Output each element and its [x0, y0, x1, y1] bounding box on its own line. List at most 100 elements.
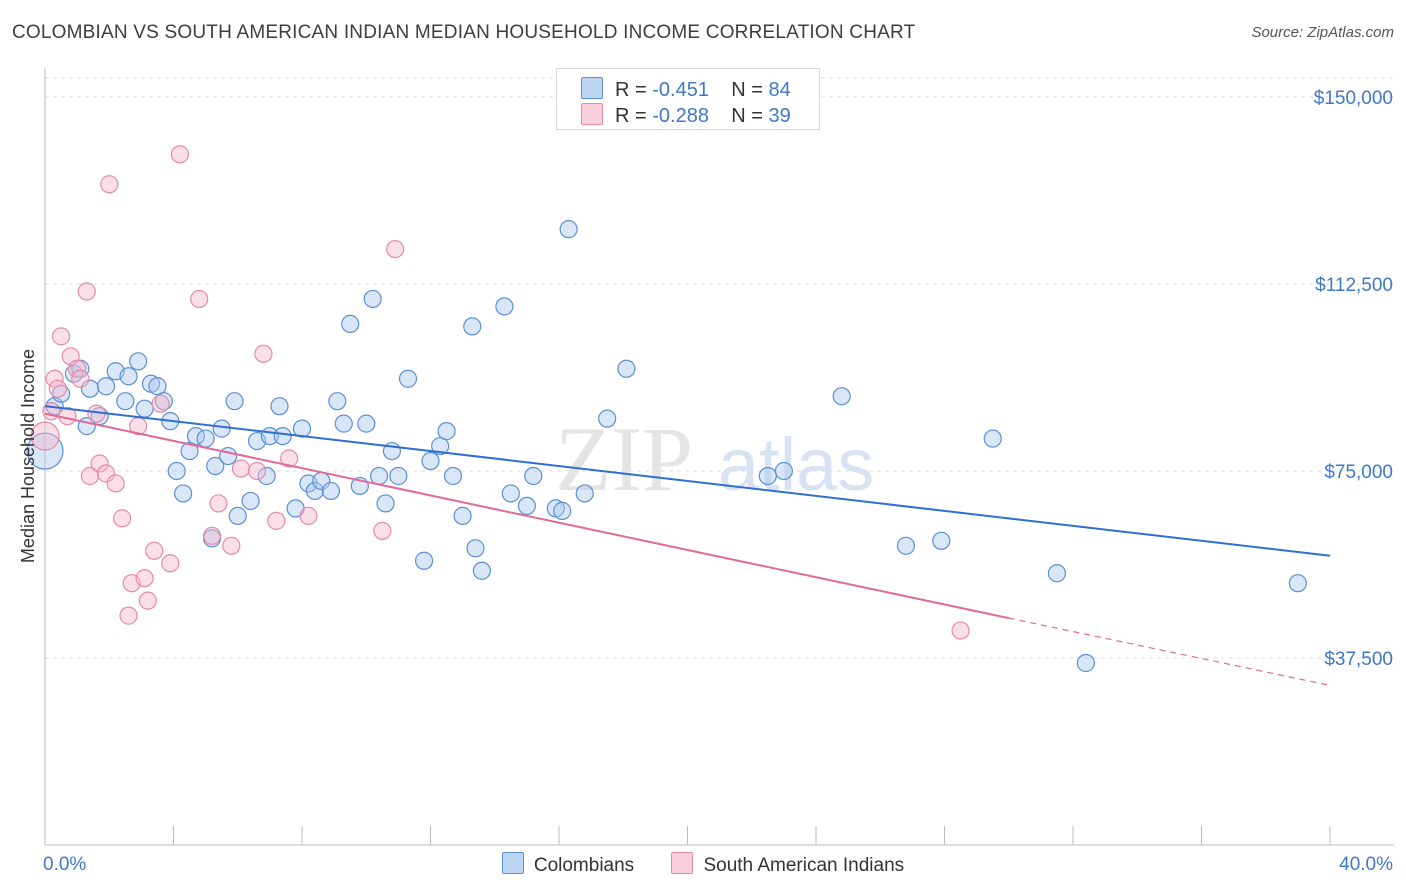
data-point-colombians — [328, 392, 347, 411]
data-point-south-american-indians — [202, 526, 222, 545]
data-point-south-american-indians — [48, 379, 67, 398]
data-point-colombians — [389, 466, 408, 486]
data-point-colombians — [370, 466, 389, 486]
data-point-colombians — [154, 392, 173, 411]
n-value: 84 — [768, 79, 791, 101]
data-point-colombians — [758, 466, 777, 486]
axis-layer: $37,500 $75,000 $112,500 $150,000 0.0% 40.0% — [43, 68, 1394, 875]
data-point-colombians — [524, 466, 543, 486]
data-point-south-american-indians — [299, 506, 318, 525]
data-point-colombians — [517, 496, 536, 516]
data-point-colombians — [559, 220, 578, 239]
series-legend: Colombians South American Indians — [0, 852, 1406, 877]
stats-legend: R = -0.451 N = 84 R = -0.288 N = 39 — [556, 68, 820, 130]
data-point-south-american-indians — [190, 289, 209, 309]
data-point-colombians — [376, 494, 395, 513]
x-tick-label: 40.0% — [1339, 854, 1393, 875]
data-point-colombians — [501, 484, 520, 503]
y-axis-title: Median Household Income — [18, 349, 38, 563]
y-tick-label: $150,000 — [1314, 88, 1393, 109]
n-label: N = — [731, 79, 763, 101]
data-point-colombians — [575, 484, 594, 503]
data-point-south-american-indians — [254, 344, 273, 363]
stats-row-south-american-indians: R = -0.288 N = 39 — [581, 103, 791, 127]
data-point-south-american-indians — [51, 327, 71, 346]
y-tick-label: $112,500 — [1315, 275, 1393, 296]
data-point-colombians — [598, 409, 617, 428]
data-point-colombians — [363, 289, 382, 309]
data-point-south-american-indians — [77, 282, 96, 301]
data-point-south-american-indians — [386, 239, 405, 259]
data-point-colombians — [219, 446, 238, 466]
trend-line-extension — [1008, 617, 1331, 687]
data-point-colombians — [148, 377, 167, 396]
data-point-colombians — [116, 392, 135, 411]
data-point-south-american-indians — [138, 591, 157, 610]
data-point-south-american-indians — [68, 359, 87, 378]
data-point-south-american-indians — [280, 449, 299, 468]
r-label: R = — [615, 79, 647, 101]
data-point-colombians — [932, 531, 951, 550]
legend-item-colombians: Colombians — [501, 852, 634, 877]
data-point-south-american-indians — [106, 474, 125, 493]
data-point-colombians — [495, 297, 514, 316]
data-point-south-american-indians — [30, 421, 60, 451]
data-point-colombians — [51, 384, 71, 403]
data-point-south-american-indians — [951, 621, 970, 640]
data-point-colombians — [466, 539, 485, 558]
data-point-colombians — [453, 506, 472, 525]
data-point-colombians — [896, 536, 916, 555]
data-point-colombians — [26, 432, 64, 470]
n-label: N = — [731, 105, 763, 127]
trend-line-colombians — [44, 405, 1331, 557]
data-point-south-american-indians — [119, 606, 138, 625]
watermark-zip: ZIP — [555, 408, 693, 510]
data-point-south-american-indians — [71, 369, 90, 388]
y-tick-label: $37,500 — [1324, 649, 1393, 670]
data-point-colombians — [241, 491, 260, 511]
data-point-colombians — [273, 426, 292, 446]
r-value: -0.288 — [652, 105, 709, 127]
data-point-colombians — [119, 367, 138, 386]
swatch-blue — [581, 77, 603, 99]
data-point-south-american-indians — [209, 494, 228, 513]
data-point-south-american-indians — [96, 464, 116, 483]
data-point-colombians — [983, 429, 1002, 448]
swatch-pink — [671, 852, 694, 874]
data-point-south-american-indians — [161, 554, 180, 573]
data-point-colombians — [334, 414, 353, 433]
r-label: R = — [615, 105, 647, 127]
data-point-colombians — [472, 561, 491, 580]
data-point-south-american-indians — [373, 521, 392, 540]
stats-row-colombians: R = -0.451 N = 84 — [581, 77, 791, 101]
data-point-colombians — [1047, 564, 1067, 583]
data-point-colombians — [463, 317, 482, 336]
data-point-south-american-indians — [151, 394, 170, 413]
data-point-colombians — [553, 501, 572, 520]
data-point-south-american-indians — [112, 509, 132, 528]
data-point-colombians — [1288, 574, 1307, 593]
watermark-atlas: atlas — [718, 423, 874, 506]
data-point-colombians — [135, 399, 154, 418]
data-point-colombians — [129, 352, 148, 371]
grid-layer — [45, 77, 1394, 659]
data-point-colombians — [321, 481, 341, 501]
n-value: 39 — [768, 105, 791, 127]
y-tick-label: $75,000 — [1324, 462, 1393, 483]
legend-item-south-american-indians: South American Indians — [671, 852, 904, 877]
data-point-colombians — [212, 419, 231, 438]
data-point-colombians — [180, 441, 199, 461]
source-credit: Source: ZipAtlas.com — [1251, 24, 1394, 41]
data-point-south-american-indians — [90, 454, 109, 473]
swatch-pink — [581, 103, 603, 125]
trend-layer — [44, 405, 1331, 687]
data-point-colombians — [357, 414, 376, 433]
data-point-colombians — [257, 466, 276, 486]
trend-line-south-american-indians — [44, 412, 1009, 620]
data-point-south-american-indians — [247, 461, 267, 481]
data-point-colombians — [292, 419, 312, 438]
data-point-south-american-indians — [267, 511, 286, 530]
data-point-south-american-indians — [145, 541, 164, 560]
data-point-south-american-indians — [135, 569, 154, 588]
